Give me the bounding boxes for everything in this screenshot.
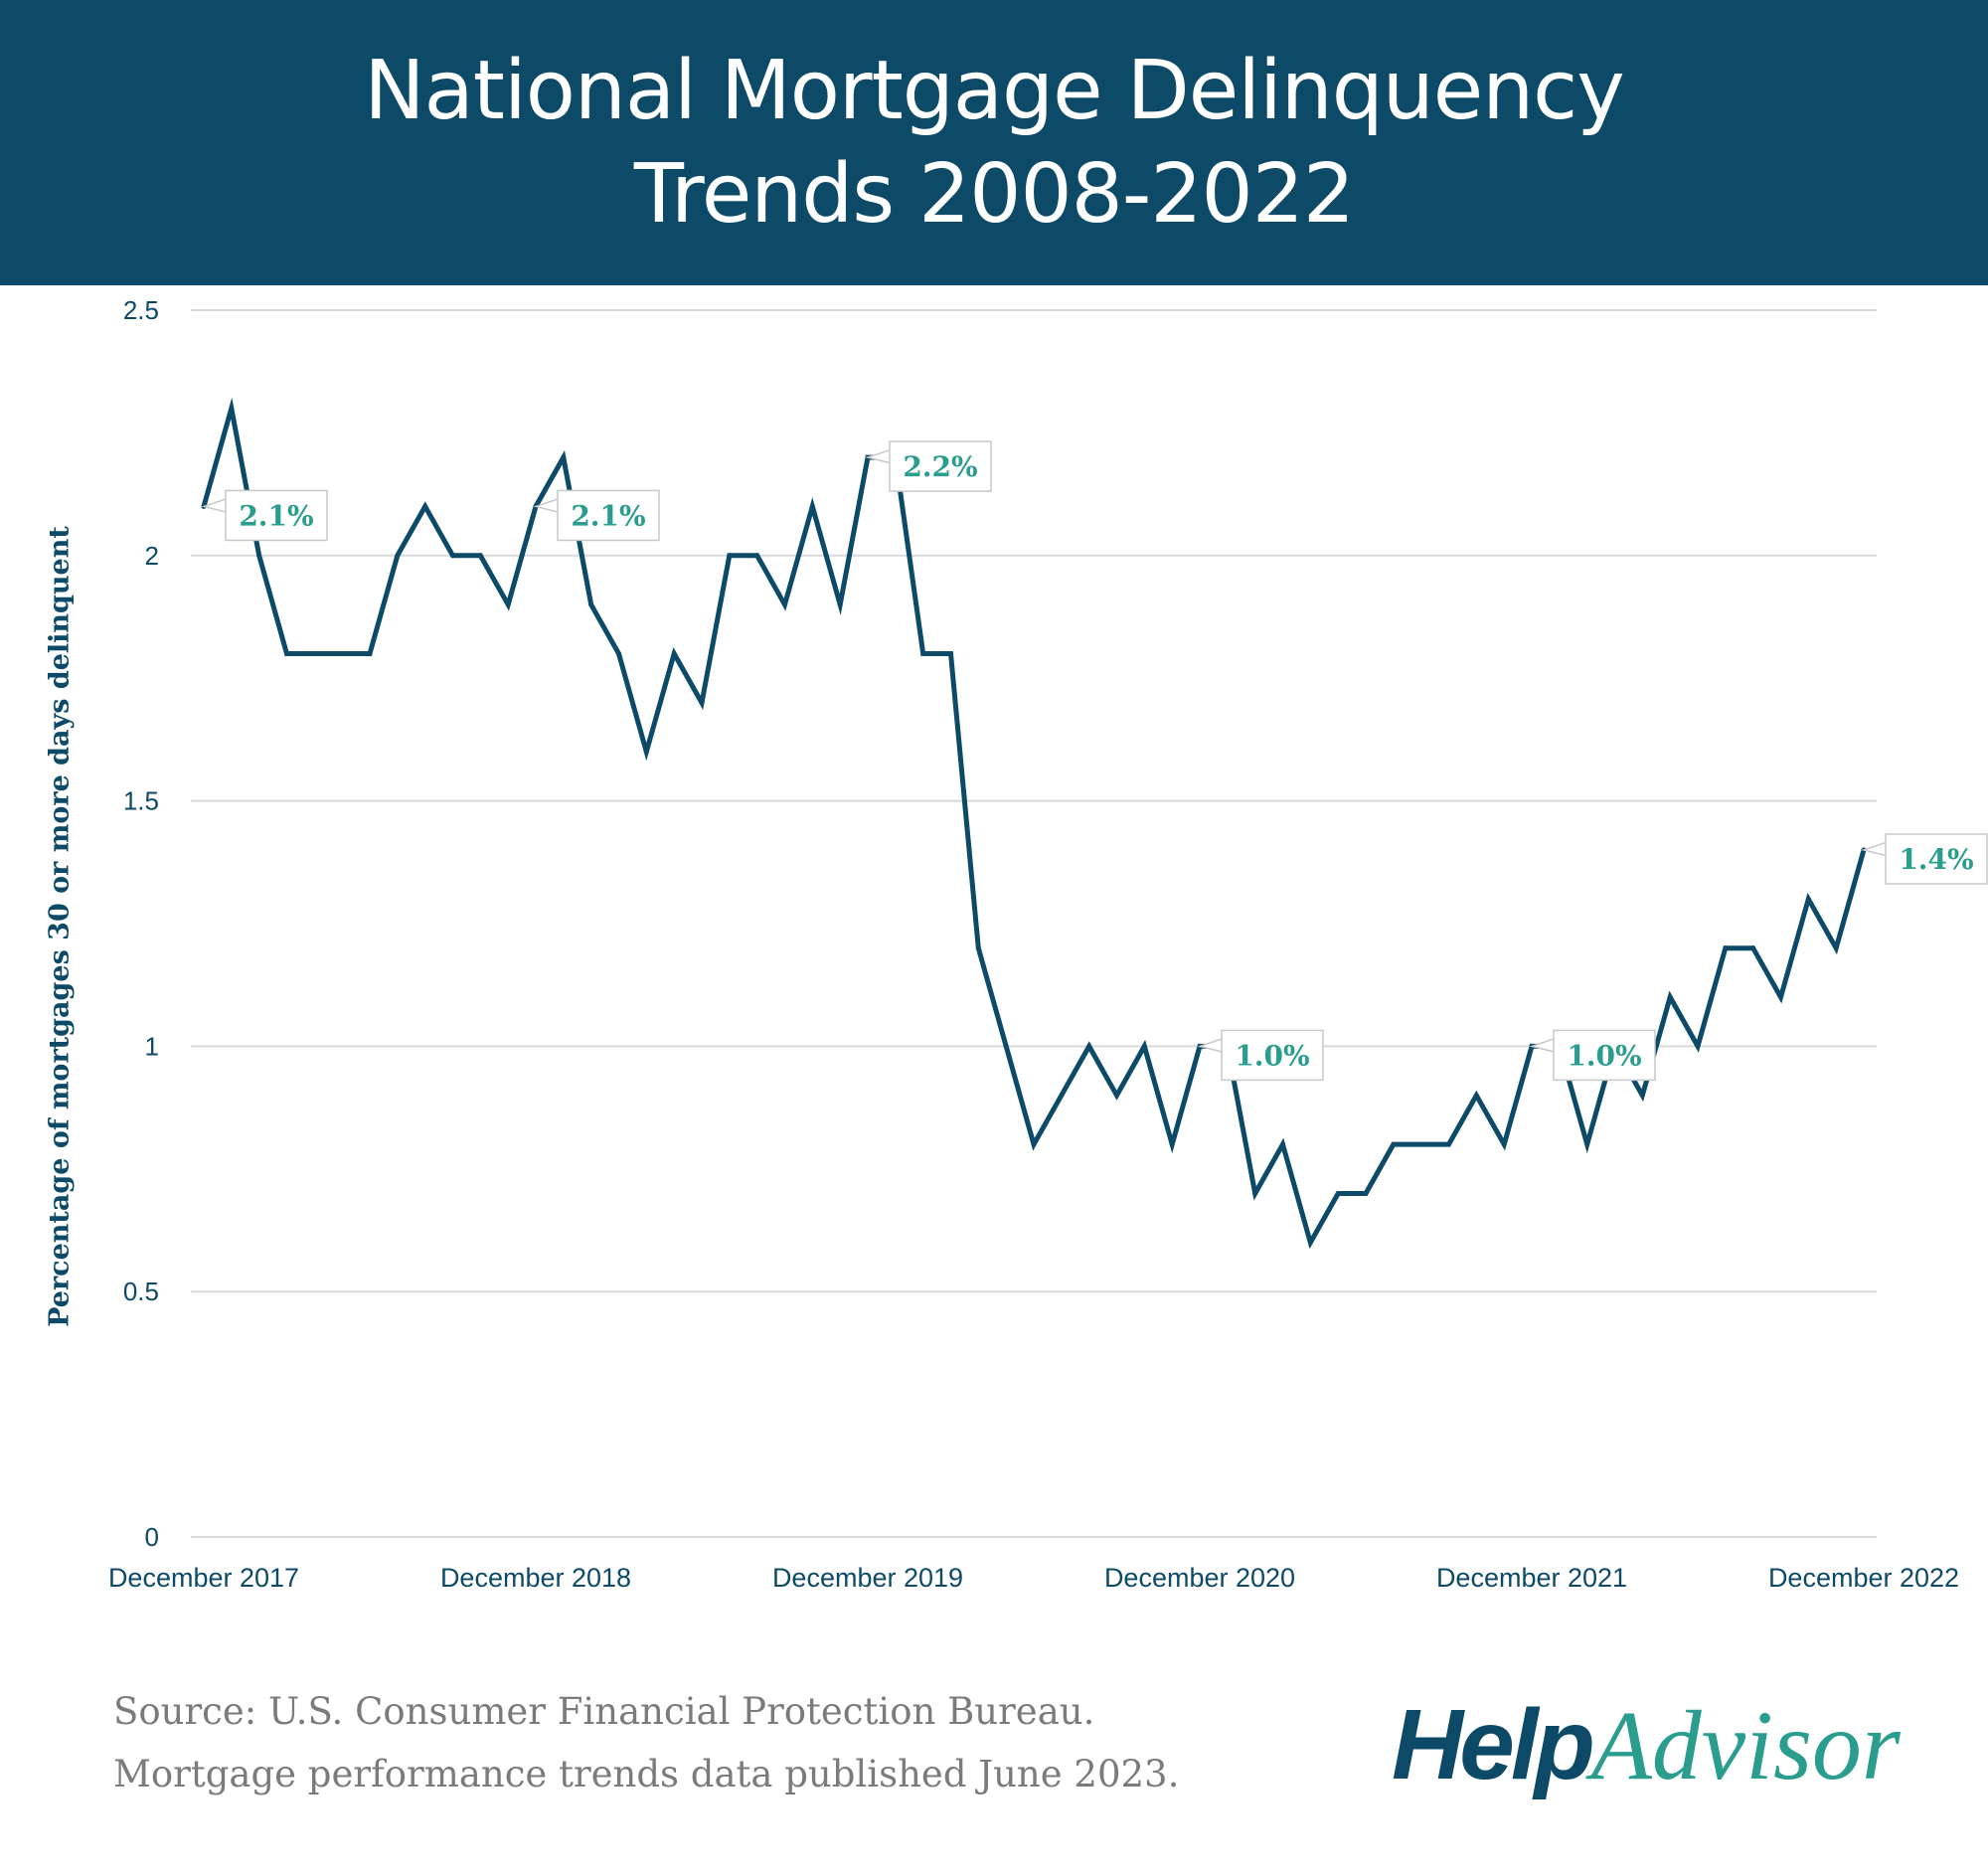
data-point <box>754 553 760 559</box>
callout-box <box>557 489 660 542</box>
data-point <box>450 553 455 559</box>
data-point <box>505 601 511 607</box>
data-point <box>1114 1093 1119 1099</box>
chart-title-banner: National Mortgage Delinquency Trends 200… <box>0 0 1988 285</box>
callout-pointer <box>1529 1037 1557 1054</box>
y-tick-label: 1.5 <box>123 786 159 816</box>
data-point <box>1473 1093 1479 1099</box>
x-tick-label: December 2018 <box>440 1563 631 1593</box>
x-tick-label: December 2017 <box>108 1563 299 1593</box>
logo-help-text: Help <box>1392 1689 1595 1800</box>
data-point <box>1501 1141 1507 1147</box>
callout-box <box>1221 1029 1324 1082</box>
x-tick-label: December 2019 <box>772 1563 963 1593</box>
logo-advisor-text: Advisor <box>1590 1690 1901 1800</box>
x-tick-label: December 2021 <box>1436 1563 1627 1593</box>
data-point <box>284 651 289 657</box>
data-point <box>948 651 953 657</box>
callout-box <box>1553 1029 1656 1082</box>
x-tick-label: December 2020 <box>1104 1563 1295 1593</box>
source-line-2: Mortgage performance trends data publish… <box>113 1753 1180 1795</box>
data-point <box>837 601 843 607</box>
data-point <box>1723 945 1729 951</box>
data-point <box>1418 1141 1424 1147</box>
data-point <box>1667 994 1673 1000</box>
callout-label: 1.0% <box>1567 1039 1641 1072</box>
delinquency-series-line <box>201 397 1867 1250</box>
helpadvisor-logo: HelpAdvisor <box>1392 1689 1901 1800</box>
data-point <box>1805 896 1811 902</box>
data-point <box>1391 1141 1397 1147</box>
data-point <box>422 503 428 509</box>
data-point <box>671 651 677 657</box>
callout-box <box>1885 833 1988 885</box>
data-point <box>1003 1043 1009 1049</box>
data-point <box>477 553 483 559</box>
callout-box <box>225 489 328 542</box>
data-point <box>1031 1141 1037 1147</box>
data-point <box>975 945 981 951</box>
data-point <box>395 553 401 559</box>
data-point <box>782 601 787 607</box>
y-tick-label: 0.5 <box>123 1277 159 1306</box>
data-point <box>1169 1141 1175 1147</box>
data-point <box>588 601 594 607</box>
y-axis-title: Percentage of mortgages 30 or more days … <box>44 526 76 1327</box>
callout-label: 1.4% <box>1899 843 1973 876</box>
data-point <box>229 406 235 412</box>
callout-label: 1.0% <box>1235 1039 1309 1072</box>
delinquency-line-chart: 0 0.5 1 1.5 2 2.5 December 2017 December 2018 De… <box>108 295 1988 1593</box>
data-point <box>1141 1043 1147 1049</box>
data-point <box>699 700 705 706</box>
y-tick-label: 2.5 <box>123 295 159 325</box>
data-point <box>809 503 815 509</box>
data-point <box>1750 945 1756 951</box>
source-line-1: Source: U.S. Consumer Financial Protecti… <box>113 1690 1095 1733</box>
data-point <box>367 651 373 657</box>
data-point <box>1252 1190 1258 1196</box>
data-point <box>1059 1093 1065 1099</box>
callout-box <box>889 440 992 492</box>
data-point <box>1335 1190 1341 1196</box>
chart-title-line-1: National Mortgage Delinquency <box>364 43 1625 138</box>
data-point <box>1833 945 1839 951</box>
callout-pointer <box>1861 840 1889 857</box>
y-tick-label: 0 <box>145 1522 159 1552</box>
x-tick-label: December 2022 <box>1768 1563 1959 1593</box>
source-note: Source: U.S. Consumer Financial Protecti… <box>113 1680 1179 1805</box>
data-point <box>1778 994 1783 1000</box>
data-point <box>1639 1093 1645 1099</box>
data-point <box>920 651 926 657</box>
data-point <box>1280 1141 1285 1147</box>
data-point <box>616 651 621 657</box>
chart-title-line-2: Trends 2008-2022 <box>633 146 1355 242</box>
callout-pointer <box>1197 1037 1225 1054</box>
data-point <box>1446 1141 1451 1147</box>
data-point <box>311 651 317 657</box>
data-point <box>1584 1141 1590 1147</box>
data-point <box>339 651 345 657</box>
data-point <box>1307 1240 1313 1246</box>
data-point <box>727 553 733 559</box>
data-point <box>561 454 567 460</box>
callout-label: 2.1% <box>571 499 645 532</box>
data-point <box>1086 1043 1092 1049</box>
data-point <box>256 553 262 559</box>
y-tick-label: 1 <box>145 1031 159 1061</box>
callout-pointer <box>865 448 893 465</box>
y-tick-label: 2 <box>145 541 159 571</box>
data-point <box>1363 1190 1369 1196</box>
data-point <box>643 749 649 755</box>
callout-label: 2.1% <box>239 499 313 532</box>
callout-label: 2.2% <box>903 450 977 483</box>
data-point <box>1695 1043 1701 1049</box>
